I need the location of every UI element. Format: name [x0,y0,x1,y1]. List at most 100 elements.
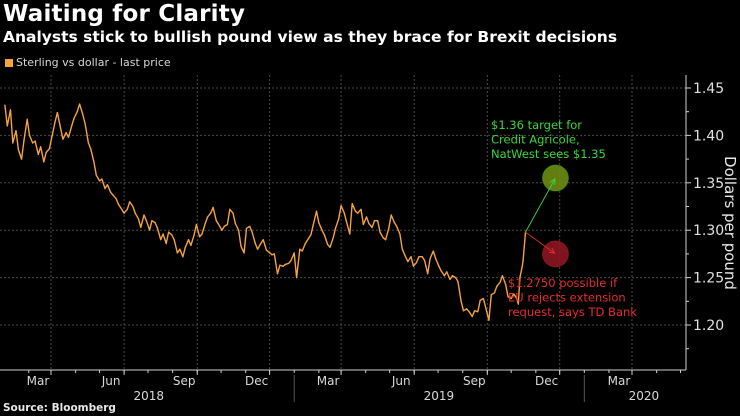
y-tick-label: 1.35 [693,176,724,192]
data-point [17,149,20,151]
chart-title: Waiting for Clarity [3,1,246,27]
data-point [507,295,509,298]
data-point [457,280,459,282]
data-point [373,220,376,222]
data-point [40,146,42,148]
data-point [410,256,412,258]
data-point [512,293,515,295]
data-point [4,104,6,106]
data-point [399,233,401,235]
y-axis-label: Dollars per pound [721,156,739,290]
data-point [418,256,420,258]
data-point [471,315,473,318]
data-point [199,236,201,238]
data-point [446,271,448,273]
data-point [106,184,109,186]
y-tick-label: 1.20 [693,318,724,334]
data-point [524,240,526,243]
annotation-text: $1.2750 possible if [508,276,618,290]
data-point [304,242,306,245]
data-point [388,227,390,229]
data-point [140,226,142,228]
data-point [37,153,39,155]
data-point [407,260,409,263]
data-point [115,198,117,200]
y-tick-label: 1.40 [693,128,724,144]
data-point [393,222,395,224]
data-point [299,248,301,250]
data-point [234,222,236,225]
data-point [65,131,67,134]
data-point [48,148,51,150]
data-point [43,161,45,163]
x-tick-label: Mar [608,374,631,388]
data-point [365,216,368,218]
data-point [143,214,145,216]
data-point [479,299,481,301]
data-point [12,142,14,144]
data-point [226,223,229,226]
data-point [56,112,58,114]
data-point [284,263,287,265]
annotation-text: request, says TD Bank [508,305,637,319]
data-point [523,250,525,252]
data-point [117,204,120,206]
data-point [179,248,181,250]
data-point [379,231,381,233]
series [4,103,527,321]
x-tick-label: Dec [535,374,558,388]
data-point [6,125,8,127]
data-point [293,252,295,254]
data-point [254,242,256,245]
data-point [468,311,470,313]
data-point [340,204,342,207]
annotation-text: Credit Agricole, [491,133,580,147]
data-point [490,294,492,296]
data-point [93,161,95,163]
annotation-arrowhead [549,178,556,185]
data-point [237,229,240,231]
data-point [318,222,320,224]
data-point [101,178,103,180]
data-point [62,138,64,140]
annotation-arrow [525,178,556,233]
x-year-label: 2018 [133,389,164,403]
x-tick-label: Jun [391,374,411,388]
data-point [332,237,334,239]
data-point [346,222,348,224]
data-point [290,259,292,262]
data-point [416,261,418,264]
data-point [421,256,423,258]
data-point [493,292,496,294]
data-point [190,244,192,246]
annotation-text: EU rejects extension [508,291,626,305]
legend: Sterling vs dollar - last price [5,56,171,69]
data-point [329,246,331,248]
data-point [79,103,81,105]
data-point [110,191,112,193]
data-point [221,229,223,231]
data-point [123,212,125,214]
data-point [462,310,465,312]
data-point [423,259,426,262]
data-point [243,252,245,254]
data-point [156,227,159,229]
data-point [206,216,209,218]
data-point [82,113,84,116]
data-point [232,212,234,214]
data-point [95,174,97,176]
data-point [334,227,337,229]
axes: 1.20 1.25 1.30 1.35 1.40 1.45 Mar Jun Sep Dec Mar J… [0,75,739,403]
data-point [145,220,147,222]
chart-subtitle: Analysts stick to bullish pound view as … [3,28,618,46]
data-point [432,250,434,252]
data-point [488,319,490,321]
data-point [282,265,284,267]
data-point [28,134,31,136]
x-tick-label: Dec [245,374,268,388]
data-point [321,229,323,231]
data-point [173,239,175,241]
y-tick-label: 1.30 [693,223,724,239]
data-point [126,208,128,210]
